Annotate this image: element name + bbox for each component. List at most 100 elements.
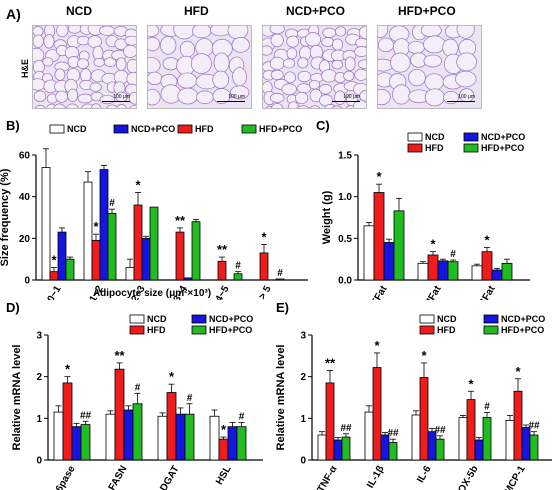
legend-swatch-hfd-pco: [241, 124, 257, 134]
adipocyte-cell: [230, 85, 250, 100]
legend-swatch-ncd: [129, 314, 145, 324]
significance-mark: *: [515, 364, 521, 379]
bar-hfd-3-4: [175, 231, 185, 281]
adipocyte-cell: [231, 37, 250, 53]
x-tick-label: TNF-α: [316, 463, 340, 490]
x-axis-label: Adipocyte size (μm²×10³): [93, 288, 211, 299]
x-tick-label: 0~1: [46, 284, 64, 300]
adipocyte-cell: [179, 40, 196, 58]
legend-label-ncd: NCD: [147, 314, 167, 324]
significance-mark: #: [187, 393, 193, 404]
legend-swatch-ncd: [49, 124, 65, 134]
y-tick-label: 60: [19, 151, 31, 162]
significance-mark: #: [484, 402, 490, 413]
scale-label: 100 μm: [458, 94, 475, 100]
adipocyte-cell: [148, 71, 163, 86]
significance-mark: *: [430, 237, 436, 252]
adipocyte-cell: [232, 67, 247, 87]
adipocyte-cell: [67, 88, 79, 102]
adipocyte-cell: [66, 103, 79, 108]
adipocyte-cell: [294, 91, 309, 105]
adipocyte-cell: [43, 34, 55, 49]
bar-hfd-il-1: [372, 367, 382, 461]
x-tick-label: > 5: [257, 284, 274, 300]
adipocyte-cell: [54, 68, 66, 81]
adipocyte-cell: [269, 26, 285, 35]
bar-hfd-pco-2-3: [149, 206, 159, 281]
histology-image-hfd-pco: 100 μm: [377, 25, 482, 109]
legend-label-hfd-pco: HFD+PCO: [259, 124, 302, 134]
histology-image-ncd: 100 μm: [32, 25, 137, 109]
adipocyte-cell: [378, 26, 389, 38]
panel-letter: C): [316, 118, 330, 133]
x-tick-label: DGAT: [158, 464, 181, 490]
adipocyte-cell: [455, 70, 477, 88]
adipocyte-cell: [148, 26, 160, 38]
adipocyte-cell: [77, 93, 94, 104]
adipocyte-cell: [378, 88, 391, 106]
bar-ncd-mcp-1: [505, 420, 515, 461]
bar-hfd-tnf: [325, 382, 335, 461]
histology-image-hfd: 100 μm: [147, 25, 252, 109]
bar-ncd-g6pase: [53, 411, 64, 461]
bar-hfd-4-5: [217, 260, 227, 281]
bar-hfd-pco-efat: [393, 210, 405, 281]
histology-title-ncd: NCD: [66, 4, 92, 18]
y-tick-label: 2: [36, 372, 42, 383]
he-stain-label: H&E: [20, 58, 30, 78]
histology-title-hfd: HFD: [184, 4, 209, 18]
significance-mark: *: [484, 233, 490, 248]
y-tick-label: 0: [300, 456, 306, 467]
adipocyte-cell: [115, 57, 127, 71]
adipocyte-cell: [358, 26, 366, 40]
adipocyte-cell: [128, 91, 136, 105]
adipocyte-cell: [456, 52, 477, 72]
legend-label-hfd-pco: HFD+PCO: [209, 325, 252, 335]
adipocyte-cell: [354, 68, 366, 81]
significance-mark: **: [114, 348, 125, 363]
bar-hfd-pco-g6pase: [80, 424, 91, 461]
bar-ncd-1-2: [83, 181, 93, 281]
adipocyte-cell: [357, 59, 366, 69]
adipocyte-cell: [103, 57, 117, 67]
bar-ncd-dgat: [157, 415, 168, 461]
adipocyte-cell: [424, 88, 445, 107]
bar-ncd-pco-efat: [383, 242, 395, 281]
significance-mark: *: [51, 253, 57, 268]
adipocyte-cell: [331, 38, 344, 51]
legend-label-ncd-pco: NCD+PCO: [209, 314, 253, 324]
bar-hfd-pco-5: [275, 278, 285, 281]
panel-letter: D): [6, 300, 20, 315]
x-tick-label: IL-6: [415, 464, 434, 485]
x-tick-label: IL-1β: [365, 464, 386, 490]
adipocyte-cell: [331, 105, 342, 108]
significance-mark: ##: [80, 410, 92, 421]
adipocyte-cell: [297, 70, 312, 83]
bar-ncd-pco-1-2: [99, 169, 109, 281]
bar-hfd-pco-cox-5b: [482, 417, 492, 461]
adipocyte-cell: [331, 59, 344, 70]
adipocyte-cell: [212, 70, 230, 89]
histology-image-ncd-pco: 100 μm: [262, 25, 367, 109]
significance-mark: *: [421, 348, 427, 363]
significance-mark: *: [468, 376, 474, 391]
adipocyte-cell: [33, 34, 44, 48]
bar-hfd-pco-0-1: [65, 258, 75, 281]
bar-ncd-pco-sfat: [491, 269, 503, 281]
adipocyte-cell: [353, 99, 366, 108]
bar-hfd-sfat: [481, 251, 493, 281]
y-tick-label: 3: [300, 331, 306, 342]
y-tick-label: 0.0: [338, 276, 352, 287]
bar-hfd-mfat: [427, 254, 439, 281]
bar-ncd-pco-dgat: [175, 413, 186, 461]
legend-swatch-hfd: [407, 143, 423, 153]
significance-mark: *: [221, 422, 227, 437]
adipocyte-cell: [322, 27, 337, 38]
adipocyte-cell: [319, 83, 332, 95]
x-tick-label: FASN: [107, 464, 130, 490]
histology-title-ncd-pco: NCD+PCO: [286, 4, 346, 18]
adipocyte-cell: [90, 103, 102, 108]
adipocyte-cell: [310, 105, 321, 108]
